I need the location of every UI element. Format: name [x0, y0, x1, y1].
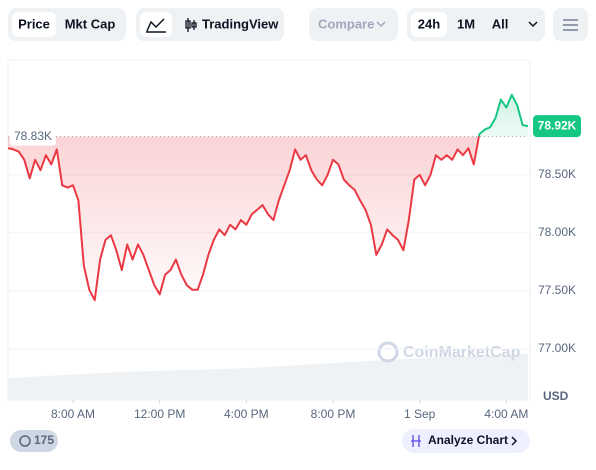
view-group — [136, 8, 284, 41]
line-view-button[interactable] — [140, 12, 172, 37]
y-tick-label: 78.00K — [538, 225, 576, 239]
range-active[interactable] — [411, 12, 447, 37]
x-tick-label: 8:00 PM — [311, 407, 356, 421]
candle-icon — [185, 18, 197, 32]
tab-active[interactable] — [12, 12, 56, 37]
compare-button[interactable] — [309, 8, 398, 41]
x-tick-label: 12:00 PM — [134, 407, 185, 421]
events-icon — [19, 435, 31, 447]
y-tick-label: 77.00K — [538, 341, 576, 355]
current-price-label: 78.92K — [538, 118, 577, 132]
settings-icon — [563, 19, 578, 31]
y-unit: USD — [543, 389, 569, 403]
analyze-chevron — [511, 436, 518, 446]
range[interactable]: All — [492, 16, 509, 31]
view-button[interactable]: TradingView — [202, 16, 279, 31]
x-tick-label: 4:00 AM — [484, 407, 528, 421]
price-line — [7, 93, 529, 302]
events-count[interactable]: 175 — [34, 433, 54, 447]
watermark-logo — [377, 341, 399, 363]
analyze-icon — [411, 435, 421, 447]
range[interactable]: 1M — [457, 16, 475, 31]
compare-label[interactable]: Compare — [318, 16, 374, 31]
reference-label: 78.83K — [14, 129, 52, 143]
current-price-bg — [533, 115, 581, 138]
tab[interactable]: Price — [18, 16, 50, 31]
x-tick-label: 4:00 PM — [224, 407, 269, 421]
reference-label-bg — [10, 127, 56, 146]
tab[interactable]: Mkt Cap — [65, 16, 116, 31]
watermark: CoinMarketCap — [403, 344, 521, 361]
area-fill — [8, 94, 528, 301]
analyze-pill[interactable] — [402, 429, 530, 453]
range-chevron[interactable] — [528, 21, 538, 28]
chevron — [376, 21, 386, 28]
y-tick-label: 77.50K — [538, 283, 576, 297]
x-tick-label: 1 Sep — [404, 407, 436, 421]
analyze-label[interactable]: Analyze Chart — [428, 433, 508, 447]
events-pill[interactable] — [10, 430, 58, 452]
y-tick-label: 78.50K — [538, 167, 576, 181]
volume-backdrop — [8, 354, 528, 400]
x-tick-label: 8:00 AM — [51, 407, 95, 421]
line-icon — [146, 18, 166, 33]
range[interactable]: 24h — [418, 16, 440, 31]
